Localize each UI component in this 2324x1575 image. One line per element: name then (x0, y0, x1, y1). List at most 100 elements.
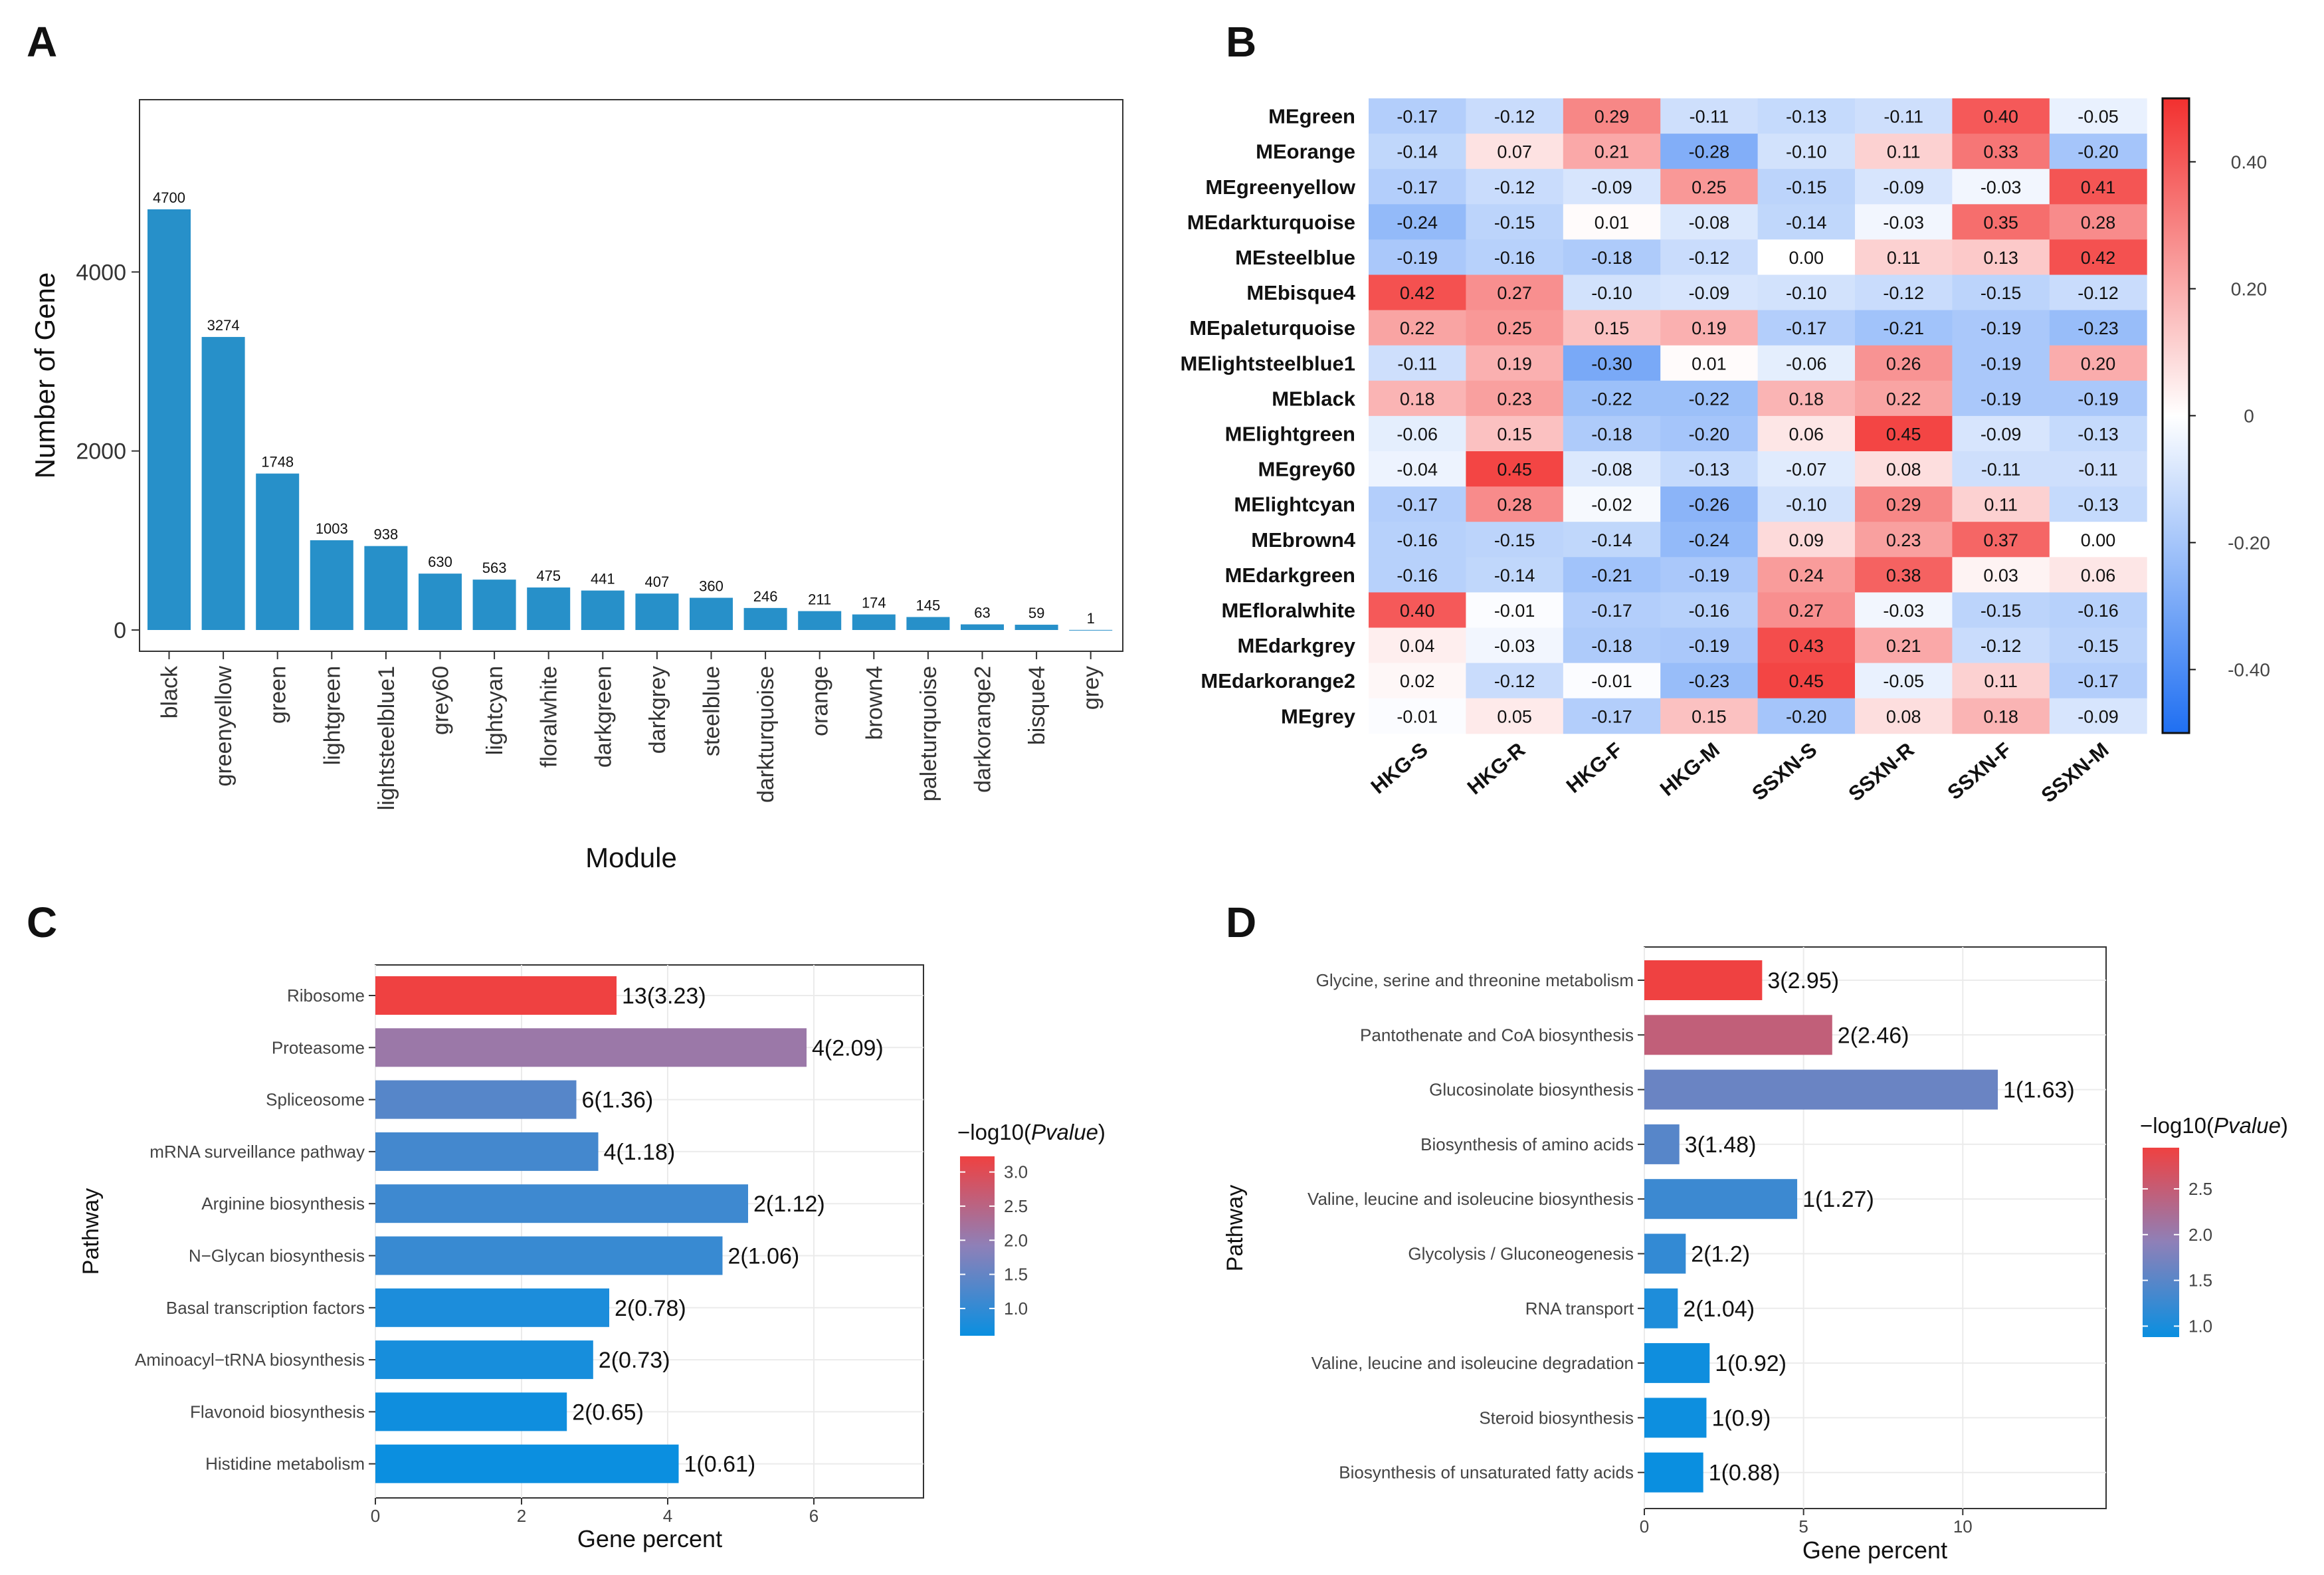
bar-grey60 (419, 574, 462, 630)
bar-glucosinolate-biosynthesis (1644, 1069, 1998, 1110)
bar-value-label: 59 (1028, 605, 1044, 621)
panel-a-xtick-label: lightcyan (482, 666, 508, 755)
heatmap-cell-value: -0.15 (1981, 601, 2022, 621)
heatmap-cell (1563, 592, 1661, 628)
heatmap-cell (1757, 345, 1856, 381)
heatmap-cell-value: -0.22 (1689, 389, 1730, 409)
panel-a-xtick-label: grey (1079, 666, 1104, 710)
heatmap-cell (1369, 592, 1466, 628)
legend-title-suffix: ) (2281, 1113, 2288, 1138)
panel-a-xtick-label: bisque4 (1024, 666, 1050, 745)
legend-tick-label: 2.0 (1004, 1230, 1028, 1250)
heatmap-cell (1369, 169, 1466, 205)
heatmap-cell (1563, 274, 1661, 311)
colorbar-tick-label: -0.40 (2228, 660, 2270, 681)
heatmap-cell-value: -0.09 (2078, 706, 2119, 726)
bar-value-label: 1748 (261, 454, 294, 471)
xtick-label: 6 (809, 1506, 819, 1526)
heatmap-cell (1855, 98, 1953, 134)
bar-brown4 (852, 614, 896, 630)
row-label-medarkturquoise: MEdarkturquoise (1187, 211, 1355, 234)
bar-value-label: 407 (645, 574, 670, 590)
heatmap-cell (1466, 451, 1564, 487)
heatmap-cell (1855, 592, 1953, 628)
heatmap-cell-value: -0.21 (1883, 318, 1924, 338)
heatmap-cell (2049, 345, 2147, 381)
bar-value-label: 1(1.27) (1802, 1187, 1874, 1212)
enrichment-bar-chart-c: 13(3.23) Ribosome 4(2.09) Proteasome 6(1.36)… (78, 964, 1106, 1552)
heatmap-cell-value: -0.12 (1981, 636, 2022, 656)
row-label-mefloralwhite: MEfloralwhite (1221, 599, 1355, 622)
xtick-label: 2 (517, 1506, 526, 1526)
heatmap-cell (1660, 204, 1759, 240)
heatmap-cell (1466, 698, 1564, 734)
bar-arginine-biosynthesis (375, 1184, 748, 1223)
row-label-megrey60: MEgrey60 (1258, 458, 1355, 481)
heatmap-cell-value: 0.06 (2081, 566, 2116, 585)
bar-lightsteelblue1 (364, 546, 408, 630)
panel-a-xtick-label: paleturquoise (916, 666, 941, 801)
bar-valine-leucine-and-isoleucine-degradation (1644, 1343, 1710, 1384)
heatmap-cell-value: -0.16 (2078, 601, 2119, 621)
heatmap-cell-value: -0.28 (1689, 142, 1730, 162)
bar-value-label: 563 (482, 560, 507, 576)
heatmap-cell-value: 0.45 (1789, 671, 1824, 691)
panel-a-xtick-label: darkorange2 (971, 666, 996, 793)
pathway-label: Ribosome (287, 986, 365, 1005)
row-label-mebrown4: MEbrown4 (1251, 528, 1355, 552)
heatmap-cell (1466, 274, 1564, 311)
bar-n-glycan-biosynthesis (375, 1236, 723, 1275)
bar-lightgreen (310, 540, 353, 630)
bar-value-label: 2(1.06) (728, 1244, 800, 1269)
heatmap-cell-value: 0.22 (1886, 389, 1921, 409)
bar-bisque4 (1015, 625, 1058, 630)
panel-a-xtick-label: brown4 (862, 666, 887, 740)
heatmap-cell-value: 0.23 (1886, 530, 1921, 550)
row-label-megreen: MEgreen (1268, 105, 1355, 128)
bar-value-label: 630 (428, 554, 452, 570)
panel-a-xtick-label: floralwhite (537, 666, 562, 768)
heatmap-cell-value: -0.15 (2078, 636, 2119, 656)
heatmap-cell (1369, 486, 1466, 522)
heatmap-cell-value: -0.19 (1689, 566, 1730, 585)
heatmap-cell (1660, 486, 1759, 522)
heatmap-cell-value: -0.20 (2078, 142, 2119, 162)
heatmap-cell-value: -0.12 (2078, 283, 2119, 303)
heatmap-cell-value: 0.22 (1400, 318, 1435, 338)
heatmap-cell-value: -0.21 (1591, 566, 1632, 585)
heatmap-cell (1466, 204, 1564, 240)
heatmap-cell-value: 0.45 (1886, 424, 1921, 444)
bar-glycolysis-gluconeogenesis (1644, 1233, 1686, 1274)
heatmap-cell-value: 0.21 (1595, 142, 1630, 162)
legend-title-italic: Pvalue (2214, 1113, 2281, 1138)
heatmap-cell-value: -0.03 (1981, 177, 2022, 197)
pathway-label: Biosynthesis of unsaturated fatty acids (1339, 1463, 1634, 1483)
legend-tick-label: 2.5 (1004, 1196, 1028, 1216)
heatmap-cell-value: 0.00 (2081, 530, 2116, 550)
heatmap-cell (1369, 627, 1466, 664)
heatmap-cell-value: 0.38 (1886, 566, 1921, 585)
heatmap-cell-value: 0.29 (1595, 107, 1630, 127)
bar-value-label: 1(0.88) (1709, 1461, 1781, 1486)
row-label-melightgreen: MElightgreen (1225, 422, 1355, 445)
heatmap-cell-value: -0.12 (1494, 177, 1535, 197)
heatmap-cell-value: -0.17 (1591, 601, 1632, 621)
heatmap-cell-value: 0.15 (1692, 706, 1727, 726)
heatmap-cell (1466, 415, 1564, 452)
bar-value-label: 4(2.09) (812, 1035, 884, 1061)
heatmap-cell-value: -0.09 (1689, 283, 1730, 303)
heatmap-cell-value: -0.13 (2078, 424, 2119, 444)
heatmap-cell-value: -0.16 (1397, 530, 1438, 550)
heatmap-cell-value: -0.23 (2078, 318, 2119, 338)
heatmap-cell-value: -0.17 (2078, 671, 2119, 691)
heatmap-cell-value: 0.11 (1887, 142, 1921, 162)
heatmap-cell (1563, 204, 1661, 240)
heatmap-cell-value: 0.27 (1497, 283, 1532, 303)
heatmap-cell (2049, 310, 2147, 346)
heatmap-cell (1952, 98, 2050, 134)
heatmap-cell (1660, 415, 1759, 452)
module-gene-count-bar-chart: 0 2000 4000 4700 black 3274 greenyellow 1748 gre… (29, 99, 1123, 873)
heatmap-cell-value: -0.24 (1397, 213, 1438, 233)
heatmap-cell-value: -0.19 (1689, 636, 1730, 656)
heatmap-cell-value: -0.11 (2078, 460, 2118, 480)
